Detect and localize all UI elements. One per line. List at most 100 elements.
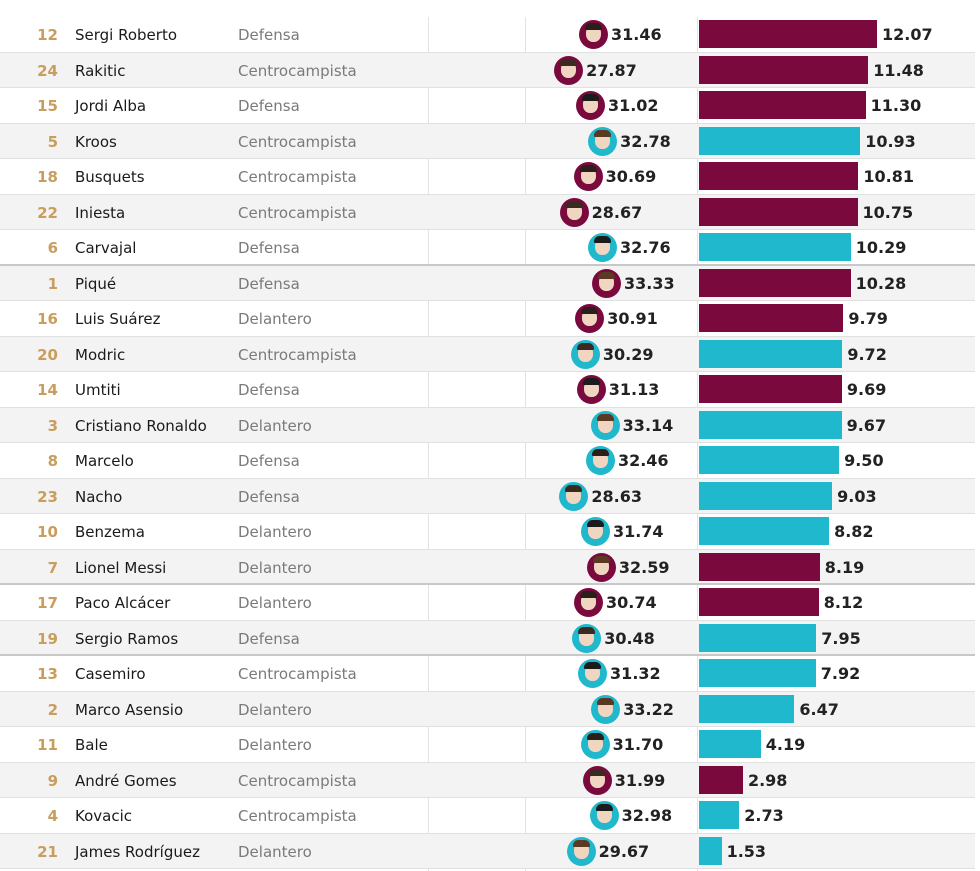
player-position: Defensa (238, 239, 300, 257)
player-number: 12 (37, 26, 58, 44)
player-name: Carvajal (75, 239, 137, 257)
table-row: 12 Sergi Roberto Defensa 31.46 12.07 (0, 17, 975, 53)
player-age: 31.70 (612, 735, 664, 754)
player-age: 30.91 (607, 309, 658, 328)
player-avatar-icon (559, 481, 589, 511)
player-number: 1 (47, 274, 58, 293)
player-name: Sergio Ramos (75, 629, 179, 648)
player-avatar-icon (570, 339, 600, 369)
player-avatar-icon (559, 197, 589, 227)
value-label: 10.93 (865, 131, 916, 151)
table-row: 20 Modric Centrocampista 30.29 9.72 (0, 336, 975, 372)
hair-icon (578, 626, 596, 634)
value-bar (699, 20, 877, 48)
player-number: 13 (37, 665, 58, 683)
player-name: Sergi Roberto (75, 26, 178, 44)
value-label: 9.67 (846, 415, 887, 435)
player-avatar-icon (585, 446, 615, 475)
player-age: 30.69 (605, 167, 657, 186)
player-name: Kovacic (75, 807, 132, 825)
value-label: 2.73 (744, 806, 784, 825)
hair-icon (572, 839, 590, 847)
hair-icon (584, 662, 602, 669)
hair-icon (586, 520, 604, 527)
hair-icon (586, 733, 604, 740)
player-age: 29.67 (598, 841, 650, 861)
hair-icon (591, 449, 609, 456)
player-position: Delantero (238, 736, 312, 754)
value-bar (699, 588, 819, 616)
value-label: 11.48 (873, 60, 924, 80)
player-name: Marco Asensio (75, 700, 184, 719)
table-row: 10 Benzema Delantero 31.74 8.82 (0, 514, 975, 550)
player-number: 15 (37, 97, 58, 115)
value-label: 10.28 (855, 273, 907, 293)
player-age: 31.32 (610, 664, 661, 683)
player-number: 4 (47, 807, 58, 825)
value-bar (699, 126, 861, 155)
player-avatar-icon (591, 694, 621, 724)
player-age: 33.33 (624, 273, 675, 293)
table-row: 21 James Rodríguez Delantero 29.67 1.53 (0, 833, 975, 869)
grid-line (525, 17, 526, 871)
player-avatar-icon (566, 836, 596, 866)
value-label: 9.69 (846, 380, 887, 399)
grid-line (697, 17, 698, 871)
table-row: 6 Carvajal Defensa 32.76 10.29 (0, 230, 975, 266)
player-position: Centrocampista (238, 168, 357, 186)
hair-icon (598, 271, 615, 279)
player-age: 30.74 (606, 593, 657, 612)
player-name: Benzema (75, 523, 145, 541)
player-avatar-icon (590, 410, 620, 440)
player-position: Centrocampista (238, 771, 357, 790)
player-age: 30.29 (602, 344, 654, 364)
value-label: 7.92 (820, 664, 861, 683)
player-position: Defensa (238, 487, 300, 506)
player-name: James Rodríguez (75, 842, 200, 861)
player-name: Busquets (75, 168, 145, 186)
player-number: 20 (37, 345, 58, 364)
table-row: 19 Sergio Ramos Defensa 30.48 7.95 (0, 620, 975, 656)
player-avatar-icon (588, 126, 618, 156)
player-name: Luis Suárez (75, 310, 161, 328)
player-position: Defensa (238, 381, 300, 399)
value-bar (699, 162, 859, 190)
value-label: 7.95 (821, 628, 861, 648)
player-position: Centrocampista (238, 665, 357, 683)
player-name: André Gomes (75, 771, 177, 790)
table-row: 3 Cristiano Ronaldo Delantero 33.14 9.67 (0, 407, 975, 443)
player-number: 19 (37, 629, 58, 648)
player-name: Cristiano Ronaldo (75, 416, 207, 435)
player-number: 21 (37, 842, 58, 861)
table-row: 24 Rakitic Centrocampista 27.87 11.48 (0, 52, 975, 88)
table-row: 4 Kovacic Centrocampista 32.98 2.73 (0, 798, 975, 834)
player-name: Paco Alcácer (75, 594, 171, 612)
player-name: Nacho (75, 487, 123, 506)
player-number: 6 (47, 239, 58, 257)
value-bar (699, 801, 740, 829)
player-age: 27.87 (586, 60, 637, 80)
hair-icon (595, 804, 613, 811)
hair-icon (581, 94, 599, 101)
table-row: 17 Paco Alcácer Delantero 30.74 8.12 (0, 585, 975, 621)
player-name: Kroos (75, 132, 117, 151)
player-name: Modric (75, 345, 126, 364)
value-bar (699, 623, 817, 652)
player-name: Jordi Alba (75, 97, 147, 115)
value-bar (699, 197, 858, 226)
player-position: Defensa (238, 629, 300, 648)
player-avatar-icon (579, 20, 609, 49)
hair-icon (588, 768, 606, 776)
value-bar (699, 517, 830, 545)
table-row: 22 Iniesta Centrocampista 28.67 10.75 (0, 194, 975, 230)
value-bar (699, 233, 851, 261)
grid-line (428, 17, 429, 871)
player-age: 33.22 (623, 699, 674, 719)
player-age: 31.13 (608, 380, 660, 399)
player-age: 32.76 (620, 238, 671, 257)
value-bar (699, 446, 840, 474)
player-position: Centrocampista (238, 61, 357, 80)
value-bar (699, 659, 816, 687)
value-label: 4.19 (765, 735, 806, 754)
hair-icon (594, 236, 612, 243)
